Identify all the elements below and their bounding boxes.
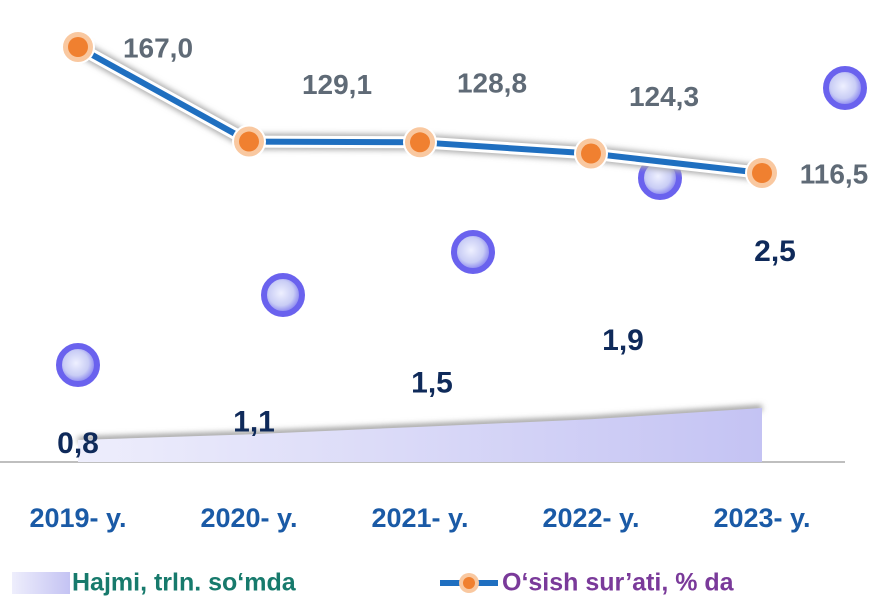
x-tick-label: 2022- y. [542, 503, 639, 533]
x-tick-label: 2023- y. [713, 503, 810, 533]
marker [752, 163, 772, 183]
data-label: 1,5 [411, 367, 453, 400]
data-label: 1,9 [602, 324, 644, 357]
data-label: 129,1 [302, 69, 372, 100]
data-label: 1,1 [233, 405, 275, 438]
area [78, 408, 762, 462]
data-label: 2,5 [754, 235, 796, 268]
x-tick-label: 2020- y. [200, 503, 297, 533]
marker [68, 37, 88, 57]
data-label: 116,5 [800, 158, 869, 189]
decorations [56, 66, 867, 387]
data-label: 128,8 [457, 68, 527, 99]
decor-circle [261, 273, 305, 317]
decor-circle [823, 66, 867, 110]
data-label: 0,8 [57, 427, 99, 460]
marker [581, 143, 601, 164]
legend-label: Hajmi, trln. so‘mda [72, 569, 297, 597]
legend-swatch-area [12, 572, 70, 594]
decor-circle [451, 230, 495, 274]
marker [410, 132, 430, 153]
x-tick-label: 2021- y. [371, 503, 468, 533]
decor-circle [56, 343, 100, 387]
legend-marker [463, 577, 475, 589]
data-label: 124,3 [629, 81, 699, 112]
data-label: 167,0 [123, 32, 193, 63]
x-tick-label: 2019- y. [29, 503, 126, 533]
marker [239, 131, 259, 152]
legend-label: O‘sish sur’ati, % da [502, 569, 735, 597]
